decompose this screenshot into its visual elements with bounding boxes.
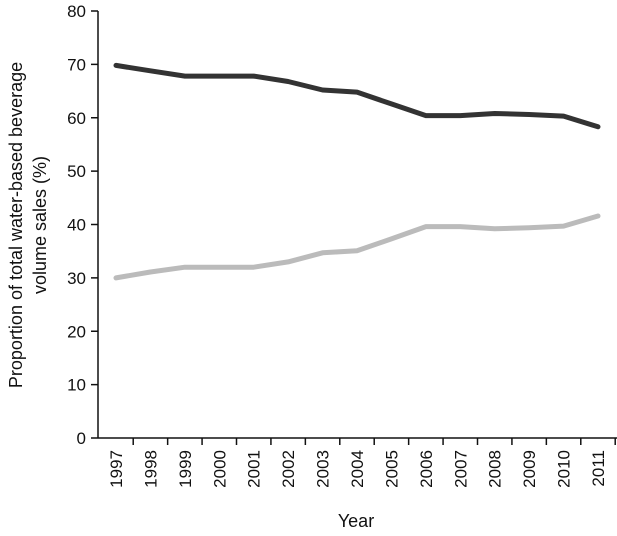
x-tick-label: 2006: [417, 450, 436, 488]
series-line-1: [113, 62, 601, 130]
series-line-2: [113, 213, 601, 281]
x-tick-label: 2009: [520, 450, 539, 488]
x-tick-label: 2008: [486, 450, 505, 488]
x-tick-label: 2001: [245, 450, 264, 488]
y-tick-label: 30: [67, 269, 86, 288]
x-axis: 1997 1998 1999 2000 2001 2002 2003 2004 2005 2006…: [98, 437, 617, 488]
y-tick-label: 10: [67, 376, 86, 395]
x-tick-label: 1997: [107, 450, 126, 488]
y-axis: 0 10 20 30 40 50 60 70 80: [67, 2, 99, 448]
x-tick-label: 2002: [279, 450, 298, 488]
x-tick-label: 2005: [382, 450, 401, 488]
y-tick-label: 0: [77, 429, 86, 448]
x-tick-label: 2000: [210, 450, 229, 488]
y-tick-label: 50: [67, 162, 86, 181]
x-tick-label: 2004: [348, 450, 367, 488]
y-tick-label: 60: [67, 109, 86, 128]
series-layer: [113, 62, 601, 281]
y-tick-label: 20: [67, 322, 86, 341]
x-tick-label: 2010: [555, 450, 574, 488]
y-axis-title-line-2: volume sales (%): [30, 156, 50, 294]
y-tick-label: 40: [67, 216, 86, 235]
x-tick-label: 2011: [589, 450, 608, 487]
x-tick-label: 1999: [176, 450, 195, 488]
x-tick-label: 1998: [141, 450, 160, 488]
x-axis-title: Year: [338, 511, 374, 531]
y-tick-label: 70: [67, 55, 86, 74]
y-axis-title-line-1: Proportion of total water-based beverage: [6, 62, 26, 388]
y-axis-title: Proportion of total water-based beverage…: [6, 62, 50, 388]
x-tick-label: 2007: [451, 450, 470, 488]
x-tick-label: 2003: [314, 450, 333, 488]
y-tick-label: 80: [67, 2, 86, 21]
